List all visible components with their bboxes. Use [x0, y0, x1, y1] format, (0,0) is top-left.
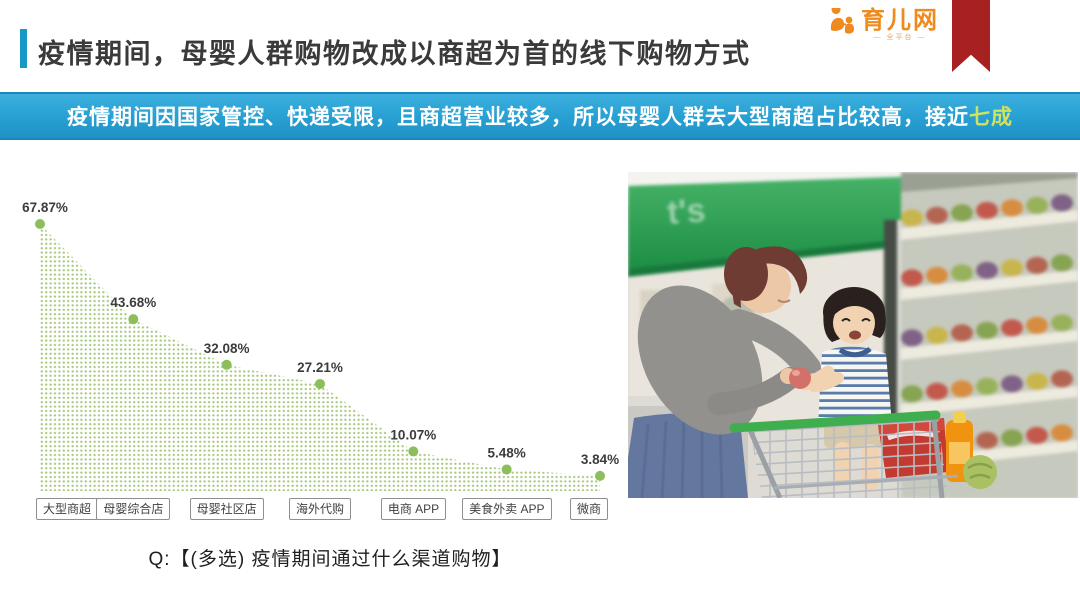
title-accent-bar	[20, 29, 27, 68]
child-figure	[799, 287, 892, 490]
banner-text: 疫情期间因国家管控、快递受限，且商超营业较多，所以母婴人群去大型商超占比较高，接…	[67, 106, 969, 129]
data-point-label: 43.68%	[110, 295, 156, 310]
data-point-marker	[315, 378, 325, 389]
data-point-marker	[595, 470, 605, 481]
data-point-label: 10.07%	[390, 427, 436, 442]
data-point-marker	[35, 218, 45, 229]
logo-text: 育儿网	[861, 7, 939, 34]
data-point-marker	[408, 446, 419, 457]
x-axis-category: 美食外卖 APP	[462, 498, 552, 520]
area-fill	[40, 223, 600, 491]
x-axis-category: 海外代购	[289, 498, 352, 520]
x-axis-category: 微商	[570, 498, 609, 520]
yuerwang-logo: 育儿网 — 全平台 —	[828, 8, 939, 42]
channel-area-chart: 67.87% 43.68% 32.08% 27.21% 10.07% 5.48% 3.84%…	[0, 180, 660, 580]
page-title: 疫情期间，母婴人群购物改成以商超为首的线下购物方式	[38, 39, 751, 69]
supermarket-photo: t's	[628, 172, 1078, 498]
bookmark-ribbon	[952, 0, 990, 72]
data-point-marker	[501, 464, 512, 475]
subtitle-banner: 疫情期间因国家管控、快递受限，且商超营业较多，所以母婴人群去大型商超占比较高，接…	[0, 92, 1080, 140]
x-axis-category: 电商 APP	[380, 498, 447, 520]
data-point-label: 67.87%	[22, 200, 68, 215]
cart-handle	[729, 410, 941, 433]
apple	[789, 367, 811, 389]
green-store-banner	[628, 176, 926, 268]
shopping-cart	[729, 410, 997, 498]
logo-tagline: — 全平台 —	[873, 34, 927, 41]
question-caption: Q:【(多选) 疫情期间通过什么渠道购物】	[148, 549, 512, 570]
data-point-label: 32.08%	[204, 341, 250, 356]
data-point-label: 27.21%	[297, 360, 343, 375]
mother-figure	[628, 246, 821, 498]
data-point-marker	[221, 359, 232, 370]
svg-text:t's: t's	[666, 191, 707, 232]
x-axis-category: 母婴社区店	[189, 498, 264, 520]
area-chart-canvas: 67.87% 43.68% 32.08% 27.21% 10.07% 5.48% 3.84%	[22, 200, 619, 491]
x-axis-category: 母婴综合店	[96, 498, 171, 520]
x-axis-category: 大型商超	[36, 498, 99, 520]
data-point-label: 3.84%	[581, 452, 619, 467]
cabbage	[963, 455, 997, 489]
data-point-marker	[128, 314, 139, 325]
data-point-label: 5.48%	[488, 445, 526, 460]
parent-child-icon	[830, 8, 854, 34]
banner-highlight: 七成	[969, 106, 1013, 129]
